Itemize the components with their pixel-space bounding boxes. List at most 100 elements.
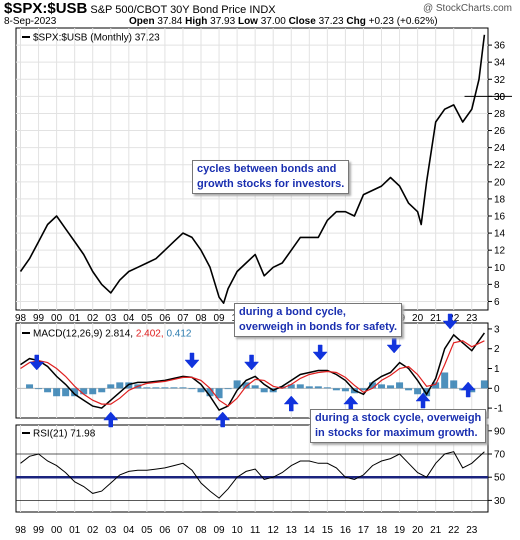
macd-histogram-bar: [323, 387, 331, 389]
x-tick-label-bottom: 00: [51, 525, 63, 536]
x-tick-label-mid: 23: [466, 313, 478, 324]
annotation-stock-line2: in stocks for maximum growth.: [315, 427, 478, 439]
x-tick-label-mid: 00: [51, 313, 63, 324]
x-tick-label-mid: 04: [123, 313, 135, 324]
macd-histogram-bar: [35, 388, 43, 390]
symbol-description: S&P 500/CBOT 30Y Bond Price INDX: [90, 4, 276, 16]
x-tick-label-bottom: 19: [394, 525, 406, 536]
y-tick-label-main: 8: [494, 280, 500, 291]
macd-histogram-bar: [278, 386, 286, 389]
annotation-cycles-line2: growth stocks for investors.: [197, 178, 345, 190]
macd-histogram-bar: [116, 382, 124, 389]
y-tick-label-main: 30: [494, 92, 506, 103]
legend-price: $SPX:$USB (Monthly) 37.23: [33, 33, 160, 44]
down-arrow-icon: [442, 313, 458, 330]
x-tick-label-bottom: 22: [448, 525, 460, 536]
macd-histogram-bar: [378, 384, 386, 389]
x-tick-label-bottom: 07: [177, 525, 189, 536]
x-tick-label-bottom: 99: [33, 525, 45, 536]
macd-histogram-bar: [423, 388, 431, 397]
up-arrow-icon: [283, 395, 299, 412]
y-tick-label-rsi: 30: [494, 496, 506, 507]
y-tick-label-main: 14: [494, 229, 506, 240]
x-tick-label-bottom: 01: [69, 525, 81, 536]
x-tick-label-bottom: 02: [87, 525, 99, 536]
down-arrow-icon: [386, 337, 402, 354]
x-tick-label-bottom: 20: [412, 525, 424, 536]
symbol: $SPX:$USB: [4, 0, 88, 17]
chg-value: +0.23 (+0.62%): [368, 16, 438, 27]
y-tick-label-main: 34: [494, 58, 506, 69]
macd-histogram-bar: [152, 387, 160, 389]
y-tick-label-main: 20: [494, 177, 506, 188]
macd-histogram-bar: [242, 382, 250, 389]
macd-histogram-bar: [89, 388, 97, 395]
x-tick-label-bottom: 11: [250, 525, 261, 536]
y-tick-label-main: 36: [494, 41, 506, 52]
y-tick-label-macd: 3: [494, 324, 500, 335]
macd-histogram-bar: [188, 388, 196, 390]
macd-histogram-bar: [332, 388, 340, 391]
close-value: 37.23: [318, 16, 344, 27]
x-tick-label-mid: 99: [33, 313, 45, 324]
y-tick-label-main: 10: [494, 263, 506, 274]
x-tick-label-bottom: 09: [213, 525, 225, 536]
macd-histogram-bar: [170, 387, 178, 389]
macd-histogram-bar: [314, 386, 322, 389]
y-tick-label-main: 6: [494, 297, 500, 308]
macd-histogram-bar: [287, 384, 295, 389]
macd-histogram-bar: [71, 388, 79, 397]
legend-macd: MACD(12,26,9) 2.814, 2.402, 0.412: [33, 329, 192, 340]
y-tick-label-rsi: 90: [494, 426, 506, 437]
high-value: 37.93: [210, 16, 236, 27]
macd-histogram-bar: [62, 388, 70, 397]
y-tick-label-macd: 0: [494, 384, 500, 395]
macd-histogram-bar: [233, 380, 241, 389]
close-label: Close: [288, 16, 316, 27]
x-tick-label-bottom: 16: [340, 525, 352, 536]
y-tick-label-rsi: 50: [494, 473, 506, 484]
x-tick-label-mid: 06: [159, 313, 171, 324]
annotation-cycles-line1: cycles between bonds and: [197, 163, 337, 175]
quote-bar: 8-Sep-2023 Open 37.84 High 37.93 Low 37.…: [4, 16, 516, 27]
y-tick-label-macd: 1: [494, 364, 500, 375]
x-tick-label-mid: 21: [430, 313, 442, 324]
x-tick-label-mid: 22: [448, 313, 460, 324]
x-tick-label-bottom: 10: [232, 525, 244, 536]
macd-histogram-bar: [251, 385, 259, 389]
y-tick-label-main: 18: [494, 194, 506, 205]
annotation-cycles: cycles between bonds and growth stocks f…: [192, 160, 350, 194]
macd-histogram-bar: [206, 388, 214, 397]
open-label: Open: [129, 16, 155, 27]
macd-histogram-bar: [387, 385, 395, 389]
x-tick-label-mid: 02: [87, 313, 99, 324]
x-tick-label-bottom: 18: [376, 525, 388, 536]
y-tick-label-main: 22: [494, 160, 506, 171]
watermark: @ StockCharts.com: [422, 3, 512, 14]
macd-histogram-bar: [441, 372, 449, 389]
low-value: 37.00: [260, 16, 286, 27]
macd-histogram-bar: [450, 380, 458, 389]
down-arrow-icon: [184, 352, 200, 369]
y-tick-label-main: 26: [494, 126, 506, 137]
x-tick-label-mid: 07: [177, 313, 189, 324]
x-tick-label-bottom: 13: [286, 525, 298, 536]
up-arrow-icon: [215, 411, 231, 428]
macd-histogram-bar: [359, 388, 367, 391]
chg-label: Chg: [346, 16, 366, 27]
y-tick-label-main: 24: [494, 143, 506, 154]
x-tick-label-mid: 03: [105, 313, 117, 324]
last-value-label: 30: [494, 92, 506, 103]
x-tick-label-mid: 01: [69, 313, 81, 324]
macd-histogram-bar: [368, 382, 376, 389]
macd-histogram-bar: [107, 384, 115, 389]
x-tick-label-mid: 05: [141, 313, 153, 324]
x-tick-label-bottom: 12: [268, 525, 280, 536]
x-tick-label-bottom: 14: [304, 525, 316, 536]
series-price-line: [19, 34, 486, 304]
high-label: High: [185, 16, 208, 27]
x-tick-label-bottom: 23: [466, 525, 478, 536]
macd-histogram-bar: [296, 384, 304, 389]
annotation-stock-cycle: during a stock cycle, overweigh in stock…: [310, 409, 487, 443]
x-tick-label-bottom: 21: [430, 525, 442, 536]
